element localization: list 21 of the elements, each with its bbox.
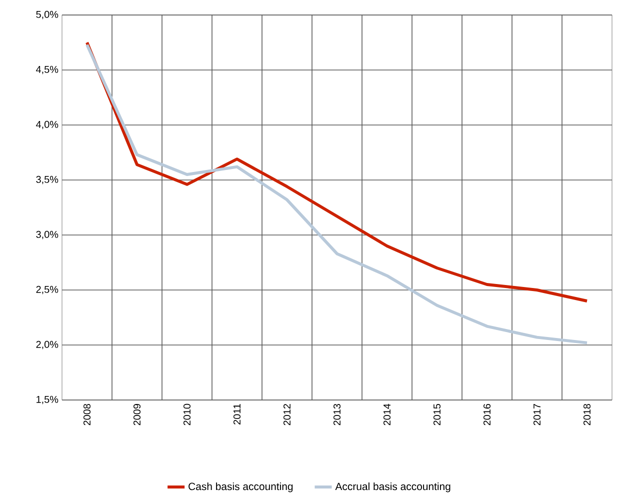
legend-label: Accrual basis accounting [335,482,450,492]
x-tick-label: 2010 [183,404,191,426]
x-tick-label: 2018 [583,404,591,426]
y-tick-label: 2,5% [36,286,58,294]
legend-label: Cash basis accounting [188,482,293,492]
y-tick-label: 4,0% [36,120,58,130]
x-tick-label: 2017 [533,404,541,426]
x-tick-label: 2008 [83,404,91,426]
y-tick-label: 3,5% [36,176,58,184]
y-tick-label: 1,5% [36,396,58,404]
y-tick-label: 5,0% [36,10,58,20]
x-tick-label: 2015 [433,404,441,426]
x-tick-label: 2011 [233,404,241,424]
x-tick-label: 2016 [483,404,491,426]
x-tick-label: 2013 [333,404,341,426]
x-tick-label: 2009 [133,404,141,426]
y-tick-label: 4,5% [36,66,58,74]
y-tick-label: 2,0% [36,340,58,350]
x-tick-label: 2012 [283,404,291,426]
x-tick-label: 2014 [383,404,391,426]
y-tick-label: 3,0% [36,230,58,240]
